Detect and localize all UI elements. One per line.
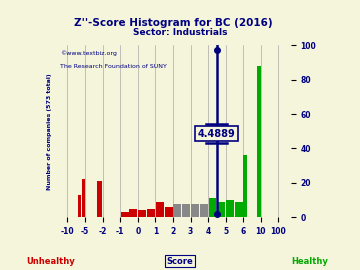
Text: Sector: Industrials: Sector: Industrials — [133, 28, 227, 38]
Bar — [257, 66, 261, 217]
Y-axis label: Number of companies (573 total): Number of companies (573 total) — [48, 73, 53, 190]
Bar — [200, 204, 208, 217]
Bar — [165, 207, 172, 217]
Bar — [235, 202, 243, 217]
Bar — [78, 195, 81, 217]
Bar — [182, 204, 190, 217]
Title: Z''-Score Histogram for BC (2016): Z''-Score Histogram for BC (2016) — [74, 18, 272, 28]
Text: Unhealthy: Unhealthy — [26, 256, 75, 266]
Text: Healthy: Healthy — [291, 256, 328, 266]
Bar — [217, 202, 225, 217]
Bar — [82, 180, 85, 217]
Bar — [147, 209, 155, 217]
Bar — [174, 204, 181, 217]
Text: 4.4889: 4.4889 — [198, 129, 235, 139]
Text: ©www.textbiz.org: ©www.textbiz.org — [60, 50, 117, 56]
Text: The Research Foundation of SUNY: The Research Foundation of SUNY — [60, 64, 167, 69]
Bar — [243, 155, 247, 217]
Bar — [97, 181, 102, 217]
Bar — [130, 209, 138, 217]
Bar — [138, 211, 146, 217]
Bar — [226, 200, 234, 217]
Bar — [191, 204, 199, 217]
Text: Score: Score — [167, 256, 193, 266]
Bar — [208, 198, 216, 217]
Bar — [121, 212, 129, 217]
Bar — [156, 202, 164, 217]
